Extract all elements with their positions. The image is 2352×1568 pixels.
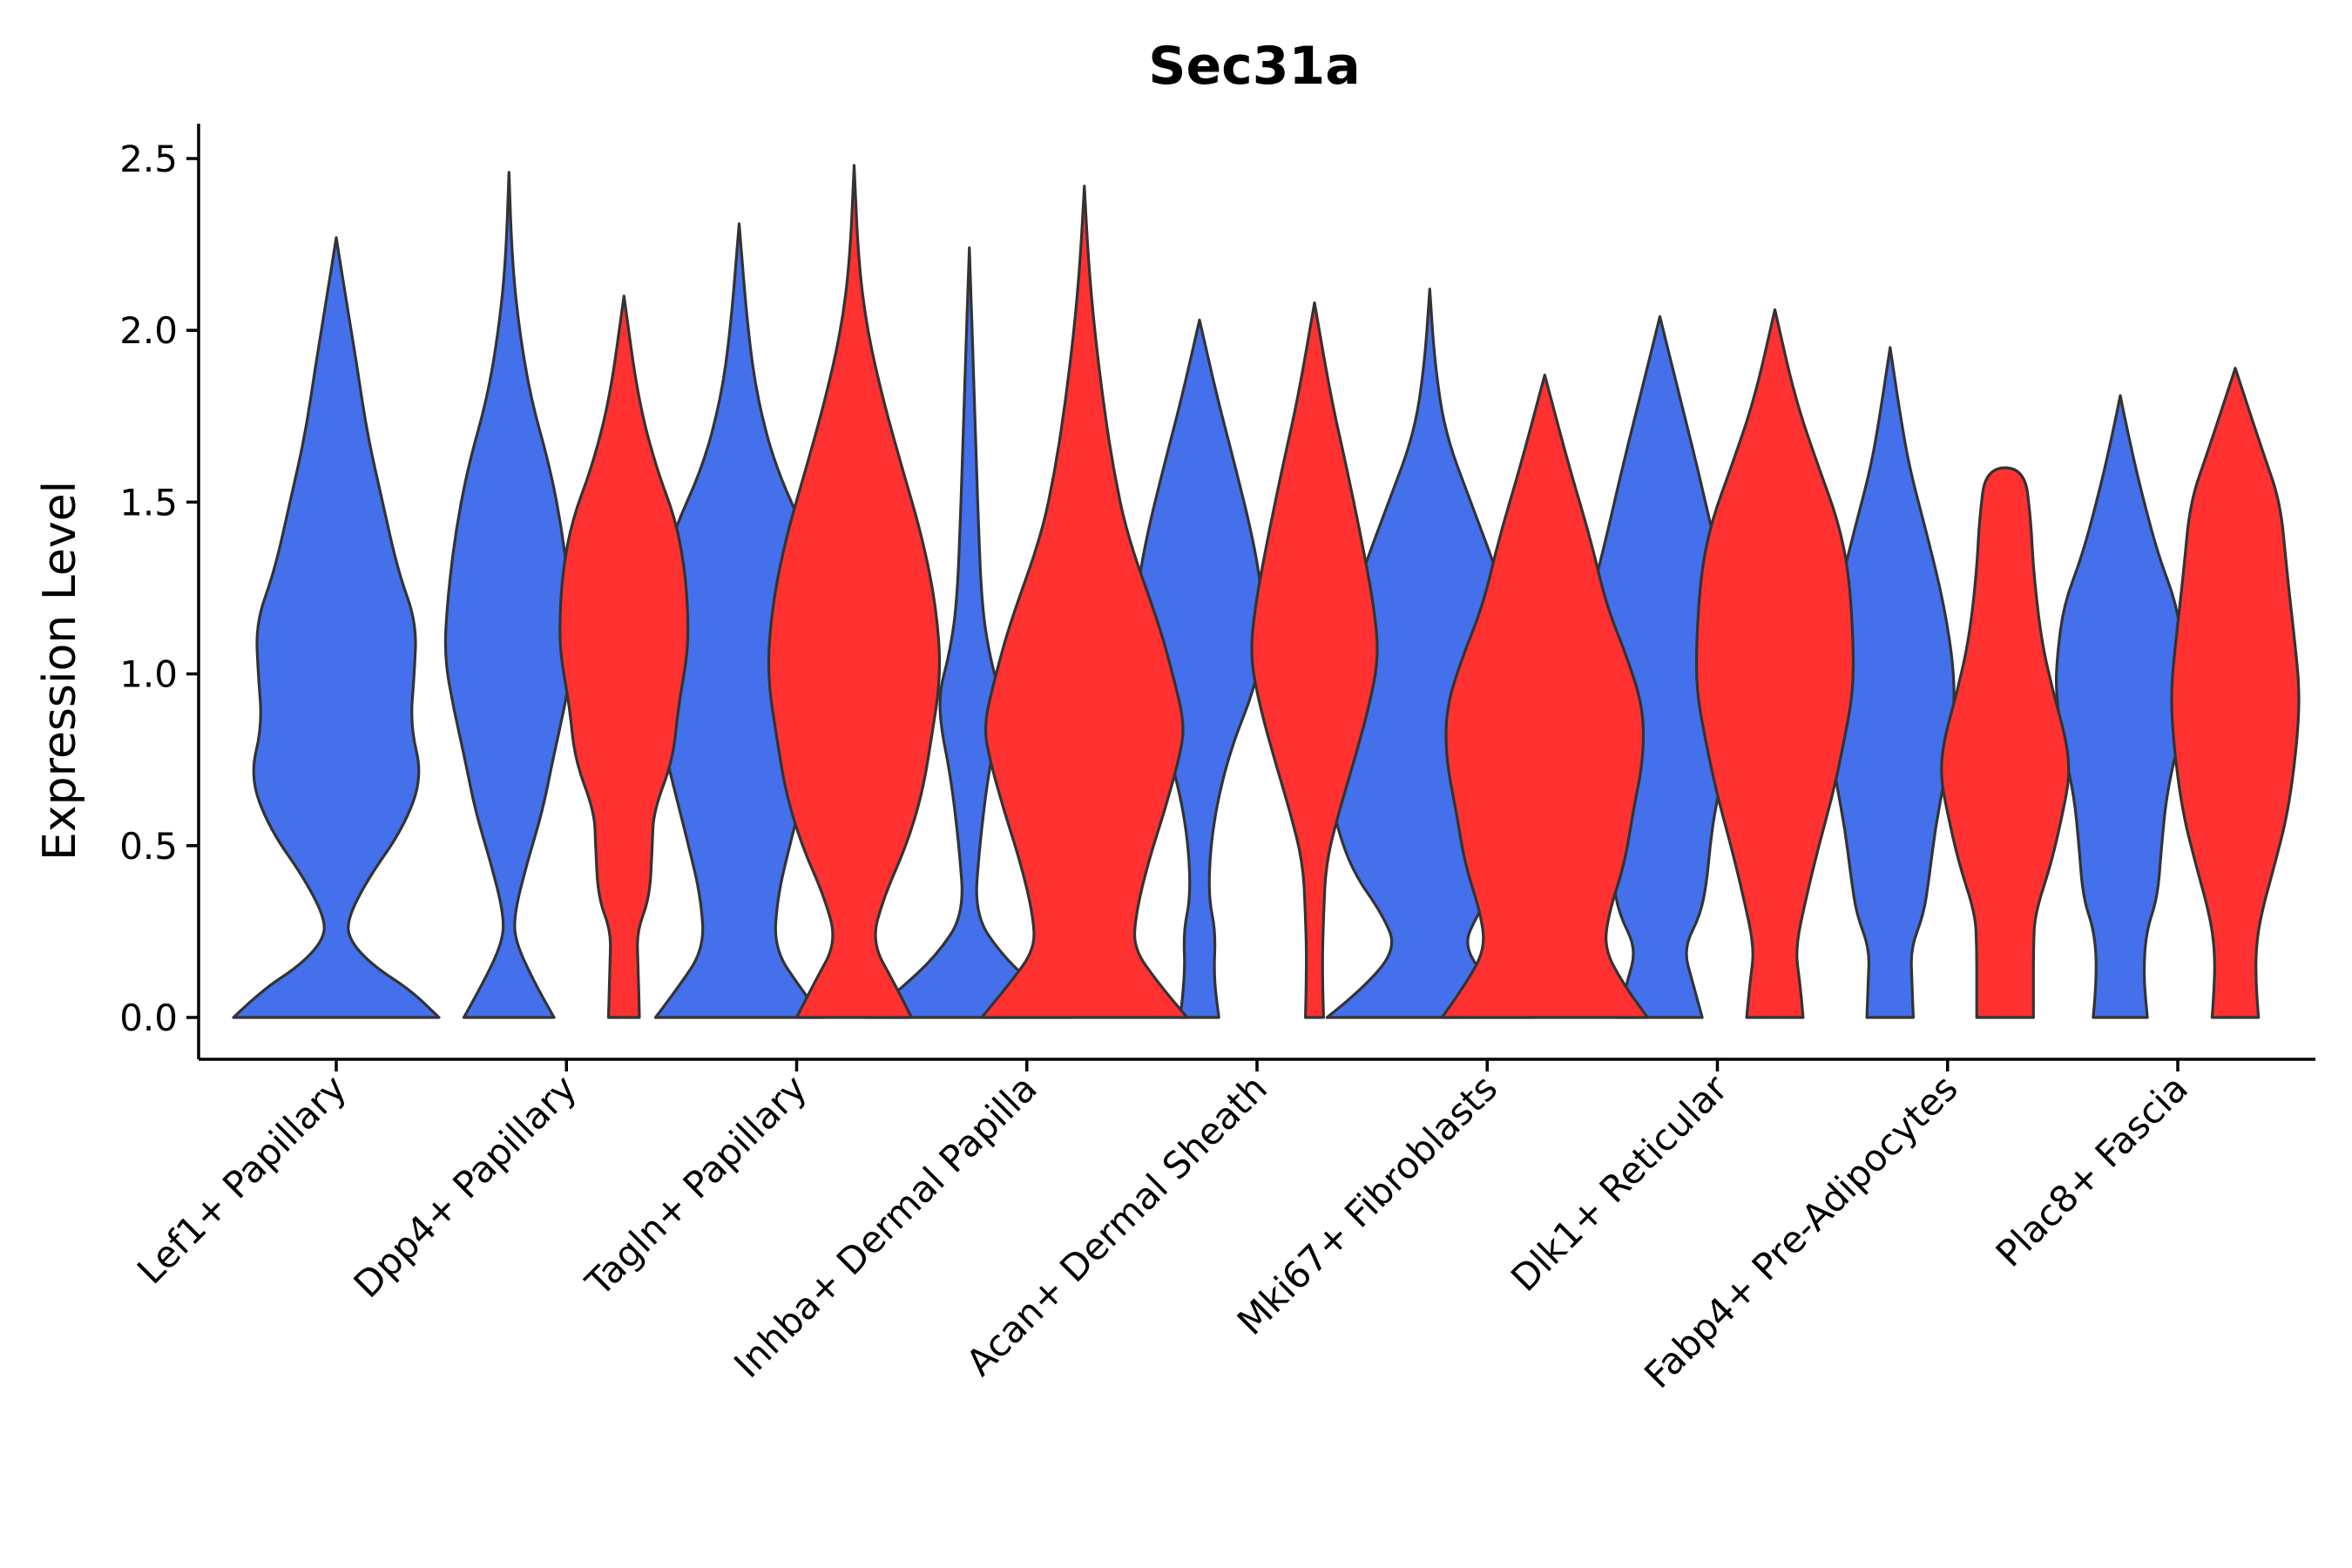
violin-group — [232, 164, 2301, 1019]
violin-group2-2 — [558, 294, 690, 1019]
chart-title: Sec31a — [1148, 36, 1360, 97]
y-tick-label: 0.0 — [119, 997, 178, 1039]
violin-group2-8 — [1940, 466, 2071, 1019]
violin-group2-4 — [980, 185, 1189, 1019]
violin-group1-4 — [865, 246, 1074, 1019]
violin-group1-8 — [1824, 346, 1956, 1019]
y-axis-label: Expression Level — [34, 481, 86, 861]
violin-group2-5 — [1250, 301, 1379, 1019]
violin-group1-5 — [1134, 318, 1265, 1019]
x-tick-label: Lef1+ Papillary — [129, 1066, 355, 1292]
x-tick-label: Dpp4+ Papillary — [346, 1066, 585, 1306]
x-tick-label: Dlk1+ Reticular — [1503, 1066, 1736, 1300]
violin-group2-9 — [2170, 367, 2301, 1019]
violin-group2-7 — [1694, 308, 1855, 1019]
violin-group2-3 — [767, 164, 942, 1019]
x-tick-label: Mki67+ Fibroblasts — [1229, 1066, 1505, 1342]
y-tick-label: 2.0 — [119, 309, 178, 352]
y-tick-label: 1.0 — [119, 653, 178, 696]
violin-group1-1 — [232, 236, 441, 1019]
violin-group2-6 — [1440, 373, 1649, 1019]
y-tick-label: 2.5 — [119, 138, 178, 180]
violin-group1-2 — [443, 171, 574, 1019]
x-tick-label: Plac8+ Fascia — [1988, 1066, 2196, 1274]
violin-group1-9 — [2054, 394, 2186, 1019]
y-tick-label: 1.5 — [119, 481, 178, 524]
x-tick-label: Tagln+ Papillary — [577, 1066, 814, 1304]
y-tick-label: 0.5 — [119, 825, 178, 868]
